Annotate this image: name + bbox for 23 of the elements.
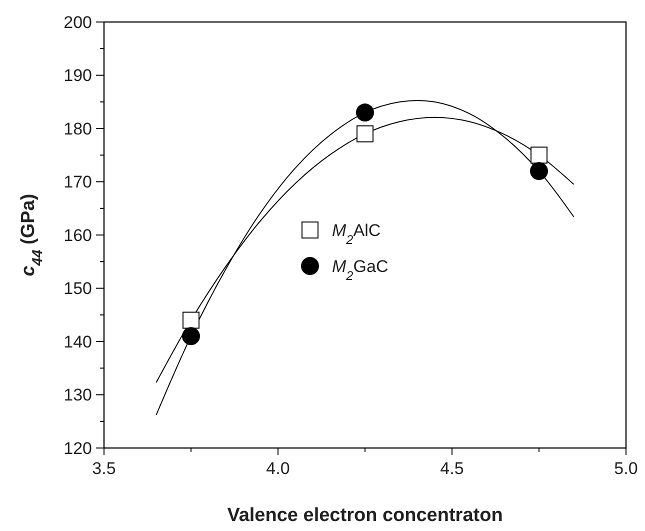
y-tick-label: 170 — [64, 172, 92, 192]
y-tick-label: 140 — [64, 332, 92, 352]
y-tick-label: 190 — [64, 66, 92, 86]
x-tick-label: 5.0 — [614, 459, 638, 478]
legend-label: M$_{2}$AlC — [332, 220, 381, 246]
x-axis-title: Valence electron concentraton — [227, 505, 503, 526]
legend-label: M$_{2}$GaC — [332, 256, 388, 282]
y-tick-label: 160 — [64, 226, 92, 245]
x-tick-label: 4.0 — [266, 459, 290, 478]
point — [530, 146, 548, 164]
y-tick-label: 130 — [64, 386, 92, 405]
line-series — [156, 100, 574, 416]
x-tick-label: 3.5 — [92, 459, 116, 478]
x-tick-label: 4.5 — [440, 459, 464, 478]
point — [182, 312, 200, 329]
point — [182, 327, 200, 346]
y-tick-label: 200 — [64, 12, 92, 32]
point — [356, 104, 374, 122]
y-tick-label: 180 — [64, 119, 92, 138]
point — [530, 162, 548, 180]
y-tick-label: 120 — [64, 438, 92, 458]
y-tick-label: 150 — [64, 279, 92, 298]
point — [356, 125, 374, 142]
